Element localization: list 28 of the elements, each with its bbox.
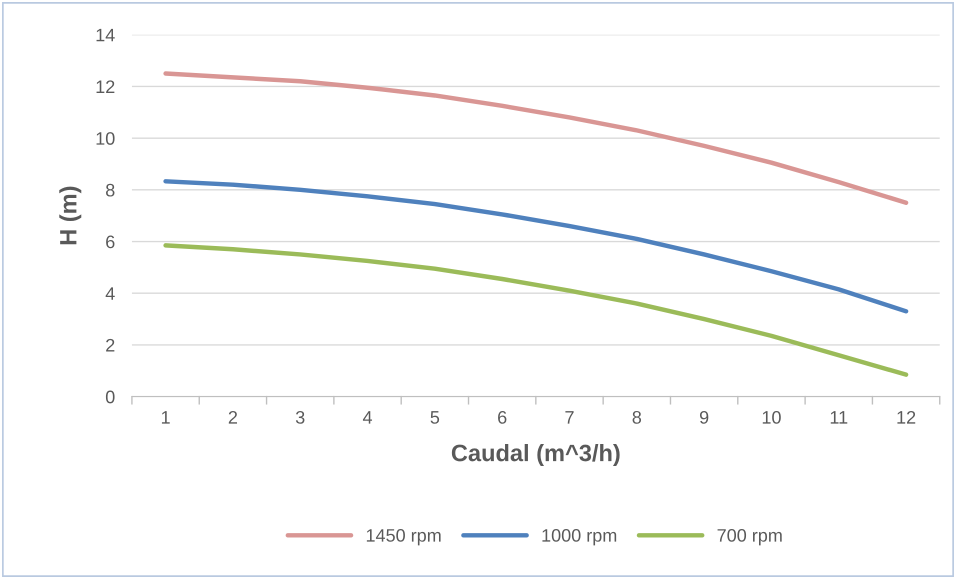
y-tick-label: 14 [96,28,115,42]
x-tick-label: 8 [632,410,642,424]
y-axis-title: H (m) [59,186,82,244]
y-tick-label: 2 [106,338,114,352]
legend-label: 1450 rpm [366,529,441,546]
legend-label: 1000 rpm [542,529,616,546]
x-tick-label: 2 [228,410,238,424]
line-series [163,179,908,314]
legend-label: 700 rpm [718,529,782,546]
x-tick-label: 9 [700,410,708,424]
y-tick-label: 6 [106,235,114,248]
x-tick-label: 10 [762,410,781,424]
y-tick-label: 10 [96,132,115,145]
x-tick-label: 7 [565,411,574,424]
x-axis-title: Caudal (m^3/h) [452,444,620,466]
y-tick-label: 8 [106,184,114,197]
x-tick-label: 11 [830,411,848,424]
y-tick-label: 12 [96,80,114,93]
x-tick-label: 1 [162,411,170,424]
y-tick-label: 4 [106,287,115,300]
y-tick-label: 0 [106,390,115,404]
x-tick-label: 12 [897,410,916,424]
x-tick-label: 4 [362,411,372,424]
x-tick-label: 6 [498,410,506,424]
line-series [163,243,908,377]
line-series [163,71,908,205]
x-tick-label: 3 [296,410,304,424]
x-tick-label: 5 [430,411,440,424]
